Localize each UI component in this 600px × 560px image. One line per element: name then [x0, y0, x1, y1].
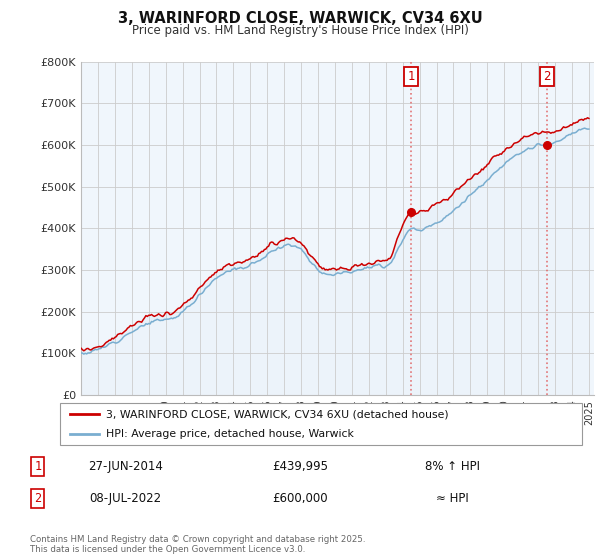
Text: 3, WARINFORD CLOSE, WARWICK, CV34 6XU: 3, WARINFORD CLOSE, WARWICK, CV34 6XU: [118, 11, 482, 26]
Text: Contains HM Land Registry data © Crown copyright and database right 2025.
This d: Contains HM Land Registry data © Crown c…: [30, 535, 365, 554]
Text: 3, WARINFORD CLOSE, WARWICK, CV34 6XU (detached house): 3, WARINFORD CLOSE, WARWICK, CV34 6XU (d…: [106, 409, 449, 419]
Text: 27-JUN-2014: 27-JUN-2014: [88, 460, 163, 473]
Text: Price paid vs. HM Land Registry's House Price Index (HPI): Price paid vs. HM Land Registry's House …: [131, 24, 469, 36]
Text: 1: 1: [407, 70, 415, 83]
Text: HPI: Average price, detached house, Warwick: HPI: Average price, detached house, Warw…: [106, 429, 354, 438]
Text: 2: 2: [543, 70, 551, 83]
Text: 2: 2: [34, 492, 41, 505]
Text: £439,995: £439,995: [272, 460, 328, 473]
Text: 1: 1: [34, 460, 41, 473]
Text: ≈ HPI: ≈ HPI: [436, 492, 469, 505]
Text: £600,000: £600,000: [272, 492, 328, 505]
Text: 8% ↑ HPI: 8% ↑ HPI: [425, 460, 480, 473]
Text: 08-JUL-2022: 08-JUL-2022: [89, 492, 161, 505]
